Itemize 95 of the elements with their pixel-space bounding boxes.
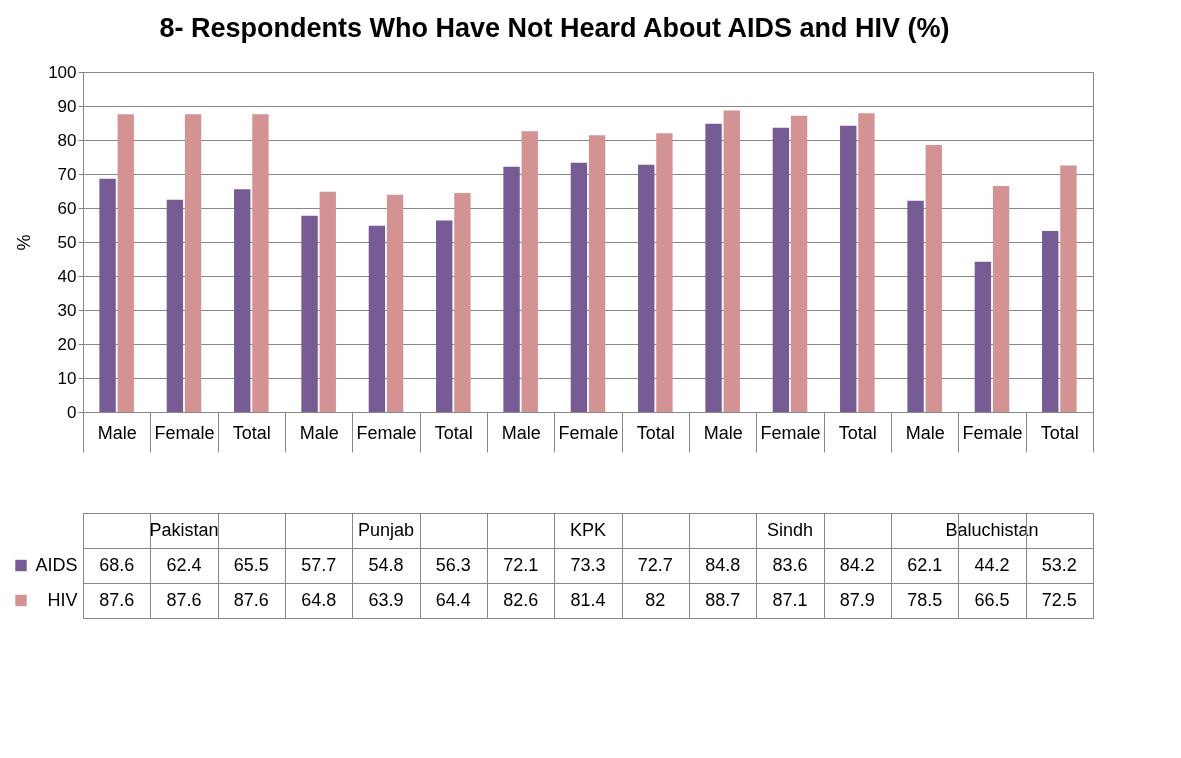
chart-title: 8- Respondents Who Have Not Heard About AIDS and HIV (%) [159,12,950,43]
bar [99,178,116,412]
bar [588,135,606,412]
x-tick-label: Male [703,422,743,443]
x-tick-label: Total [434,422,473,443]
legend-label: HIV [47,590,78,610]
data-label: 81.4 [570,589,606,610]
data-label: 63.9 [368,589,404,610]
data-label: 83.6 [772,554,808,575]
bar [570,162,588,412]
bar [907,200,924,412]
bar [386,194,404,412]
data-label: 82 [645,589,666,610]
bar [1060,165,1077,412]
data-label: 62.4 [166,554,202,575]
x-tick-label: Female [760,422,821,443]
bar [301,215,318,412]
y-tick-label: 20 [57,334,77,354]
bar [117,114,134,412]
bar [166,199,184,412]
data-label: 54.8 [368,554,404,575]
y-tick-label: 0 [67,402,77,422]
data-label: 87.6 [233,589,269,610]
bar [503,166,520,412]
bar [319,191,336,412]
data-label: 78.5 [907,589,943,610]
data-label: 87.1 [772,589,808,610]
text: KPK [569,519,607,540]
data-label: 87.6 [166,589,202,610]
y-tick-label: 80 [57,130,77,150]
x-tick-label: Total [636,422,675,443]
x-tick-label: Total [1040,422,1079,443]
x-tick-label: Female [558,422,619,443]
text: Punjab [357,519,415,540]
legend-label: AIDS [35,555,78,575]
data-label: 84.2 [839,554,875,575]
y-tick-label: 40 [57,266,77,286]
data-label: 84.8 [705,554,741,575]
bar [772,127,790,412]
data-label: 87.6 [99,589,135,610]
x-tick-label: Male [501,422,541,443]
data-label: 56.3 [435,554,471,575]
bar [723,110,740,412]
bar [925,145,942,412]
bar [184,114,202,412]
bar [234,189,251,412]
x-tick-label: Total [232,422,271,443]
bar [992,185,1010,412]
bar [638,164,655,412]
bar [656,133,673,412]
bar [252,114,269,412]
bar [705,123,722,412]
bar [1042,231,1059,412]
bar [436,220,453,412]
data-label: 62.1 [907,554,943,575]
y-axis-title: % [14,234,35,251]
bar [790,115,808,412]
text: Baluchistan [945,519,1039,540]
x-tick-label: Male [905,422,945,443]
data-label: 87.9 [839,589,875,610]
data-label: 64.4 [435,589,471,610]
bar [521,131,538,412]
y-tick-label: 50 [57,232,77,252]
x-tick-label: Female [356,422,417,443]
data-label: 57.7 [301,554,337,575]
data-label: 68.6 [99,554,135,575]
x-tick-label: Female [154,422,215,443]
data-label: 88.7 [705,589,741,610]
text: Sindh [766,519,814,540]
x-tick-label: Male [97,422,137,443]
bar [858,113,875,412]
y-tick-label: 90 [57,96,77,116]
data-label: 72.5 [1041,589,1077,610]
y-tick-label: 10 [57,368,77,388]
text: Pakistan [149,519,219,540]
bar [840,125,857,412]
data-label: 73.3 [570,554,606,575]
data-label: 82.6 [503,589,539,610]
data-label: 65.5 [233,554,269,575]
data-label: 66.5 [974,589,1010,610]
bar [974,261,992,412]
data-label: 64.8 [301,589,337,610]
y-tick-label: 30 [57,300,77,320]
bar [368,225,386,412]
data-label: 72.1 [503,554,539,575]
data-label: 44.2 [974,554,1010,575]
data-label: 72.7 [637,554,673,575]
x-tick-label: Total [838,422,877,443]
x-tick-label: Female [962,422,1023,443]
y-tick-label: 60 [57,198,77,218]
y-tick-label: 100 [48,62,77,82]
x-tick-label: Male [299,422,339,443]
y-tick-label: 70 [57,164,77,184]
data-label: 53.2 [1041,554,1077,575]
bar [454,193,471,412]
